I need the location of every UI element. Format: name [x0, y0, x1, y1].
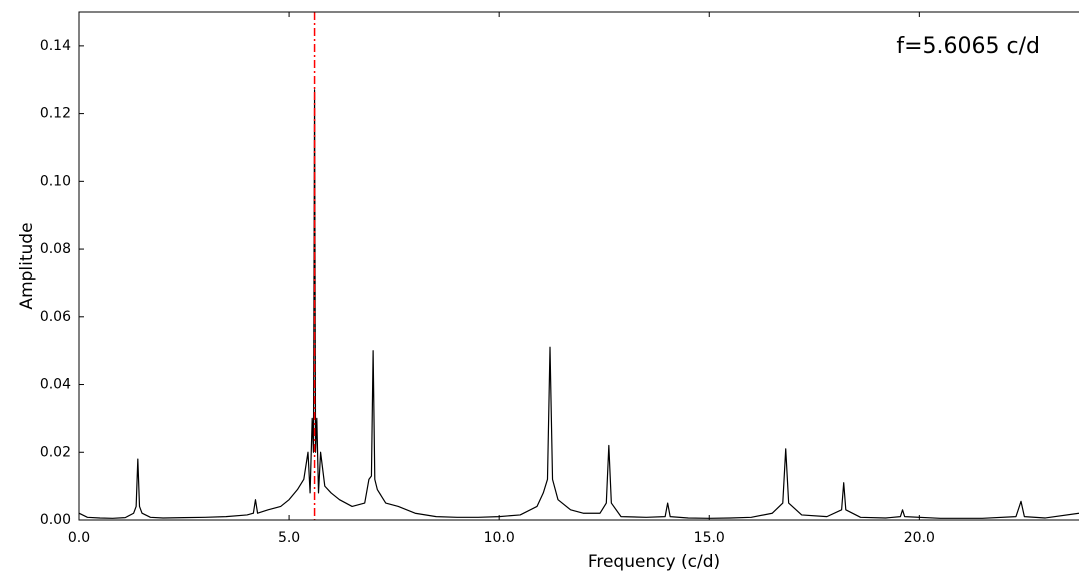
spectrum-line: [78, 89, 1079, 519]
y-tick-label: 0.06: [40, 309, 71, 325]
x-axis-label: Frequency (c/d): [588, 552, 720, 572]
y-axis-label: Amplitude: [17, 222, 37, 309]
y-tick-label: 0.12: [40, 106, 71, 122]
y-tick-label: 0.00: [40, 512, 71, 528]
x-tick-label: 10.0: [484, 530, 515, 546]
plot-frame: [78, 11, 1079, 521]
x-tick-label: 5.0: [278, 530, 300, 546]
y-tick-label: 0.04: [40, 377, 71, 393]
x-tick-label: 15.0: [694, 530, 725, 546]
y-tick-label: 0.14: [40, 38, 71, 54]
y-tick-label: 0.10: [40, 173, 71, 189]
x-tick-label: 0.0: [68, 530, 90, 546]
y-tick-label: 0.02: [40, 444, 71, 460]
annotation: f=5.6065 c/d: [896, 34, 1040, 59]
x-tick-label: 20.0: [904, 530, 935, 546]
y-tick-label: 0.08: [40, 241, 71, 257]
